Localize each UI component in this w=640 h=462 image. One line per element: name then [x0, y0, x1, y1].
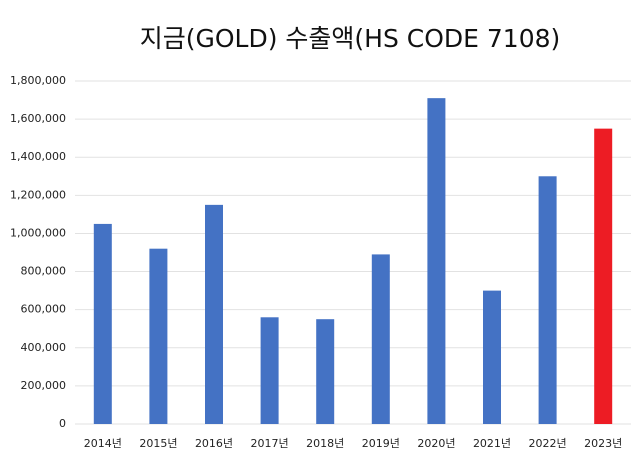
bar — [149, 248, 168, 424]
y-tick-label: 1,200,000 — [10, 188, 66, 201]
bar — [93, 223, 112, 424]
x-tick-label: 2014년 — [84, 437, 122, 450]
y-tick-label: 600,000 — [21, 303, 67, 316]
y-tick-label: 1,000,000 — [10, 226, 66, 239]
y-tick-label: 200,000 — [21, 379, 67, 392]
y-tick-label: 1,400,000 — [10, 150, 66, 163]
bar — [594, 128, 613, 424]
x-tick-label: 2018년 — [306, 437, 344, 450]
x-tick-label: 2019년 — [362, 437, 400, 450]
y-tick-label: 1,800,000 — [10, 74, 66, 87]
y-tick-label: 0 — [59, 417, 66, 430]
bar — [316, 319, 335, 424]
y-tick-label: 400,000 — [21, 341, 67, 354]
y-tick-label: 800,000 — [21, 265, 67, 278]
y-tick-label: 1,600,000 — [10, 112, 66, 125]
x-tick-label: 2017년 — [251, 437, 289, 450]
x-tick-label: 2023년 — [584, 437, 622, 450]
x-tick-label: 2021년 — [473, 437, 511, 450]
x-tick-label: 2020년 — [417, 437, 455, 450]
chart-title: 지금(GOLD) 수출액(HS CODE 7108) — [140, 24, 561, 53]
bar — [260, 317, 279, 424]
bar — [205, 204, 223, 424]
x-tick-label: 2015년 — [139, 437, 177, 450]
bar — [427, 98, 446, 425]
bar — [538, 176, 557, 424]
x-tick-label: 2022년 — [529, 437, 567, 450]
x-tick-label: 2016년 — [195, 437, 233, 450]
bar — [371, 254, 390, 424]
bar — [483, 290, 501, 424]
